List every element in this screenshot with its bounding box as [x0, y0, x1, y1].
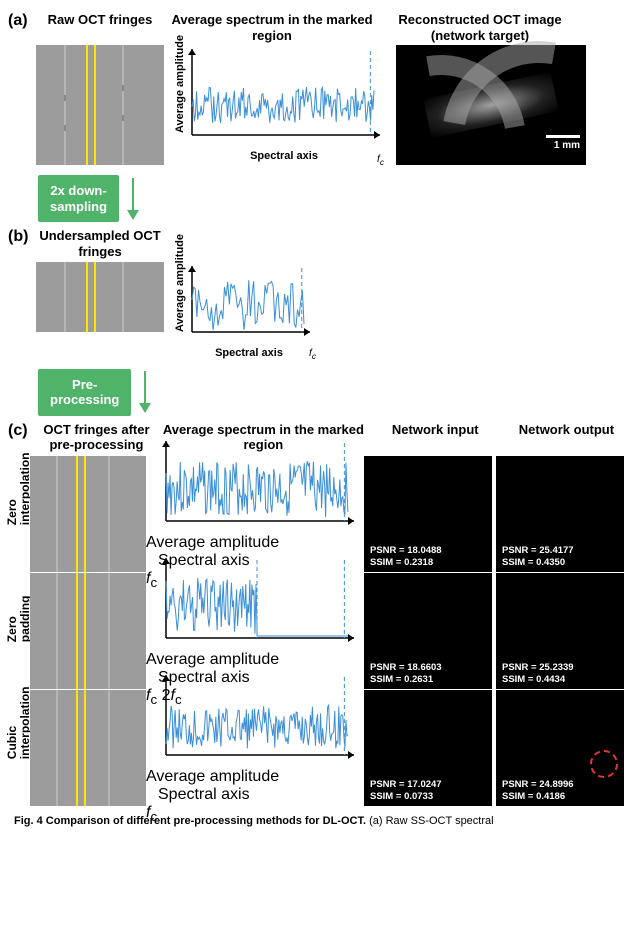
title-recon-oct: Reconstructed OCT image (network target)	[380, 12, 580, 43]
title-net-out: Network output	[501, 422, 632, 438]
spectrum-b-plot	[184, 262, 314, 340]
metrics: PSNR = 17.0247SSIM = 0.0733	[370, 779, 442, 802]
metrics: PSNR = 25.2339SSIM = 0.4434	[502, 662, 574, 685]
ylabel: Average amplitude	[146, 768, 279, 785]
section-b: Average amplitude Spectral axis fc	[36, 262, 632, 359]
ylabel: Average amplitude	[174, 35, 186, 133]
spectrum-plot	[158, 554, 358, 646]
scale-bar-label: 1 mm	[554, 140, 580, 151]
process-preprocessing-label: Pre-processing	[38, 369, 131, 416]
spectrum-b: Average amplitude Spectral axis fc	[170, 262, 320, 359]
raw-fringes-image	[36, 45, 164, 165]
row-label-zero-interp: Zerointerpolation	[6, 503, 32, 525]
spectrum-a: Average amplitude Spectral axis fc	[170, 45, 386, 165]
title-undersampled: Undersampled OCT fringes	[36, 228, 164, 259]
highlight-circle-icon	[590, 750, 618, 778]
spectrum-a-plot	[184, 45, 384, 143]
fringes-zero-interp	[30, 456, 146, 572]
net-output-zero-interp: PSNR = 25.4177SSIM = 0.4350	[496, 456, 624, 572]
metrics: PSNR = 25.4177SSIM = 0.4350	[502, 545, 574, 568]
ylabel: Average amplitude	[146, 534, 279, 551]
xlabel: Spectral axis	[184, 150, 384, 162]
figure-page: (a) Raw OCT fringes Average spectrum in …	[0, 0, 640, 858]
title-after-pre: OCT fringes after pre-processing	[36, 422, 157, 453]
fc-label: fc	[309, 348, 316, 361]
undersampled-fringes-image	[36, 262, 164, 332]
section-c: Zerointerpolation Average amplitude Spec…	[8, 455, 632, 807]
fringes-cubic	[30, 690, 146, 806]
spectrum-cubic: Average amplitude Spectral axis fc	[146, 671, 360, 824]
xlabel: Spectral axis	[184, 347, 314, 359]
process-downsample-label: 2x down-sampling	[38, 175, 119, 222]
net-input-cubic: PSNR = 17.0247SSIM = 0.0733	[364, 690, 492, 806]
section-a-header: (a) Raw OCT fringes Average spectrum in …	[8, 12, 632, 43]
scale-bar: 1 mm	[546, 135, 580, 151]
panel-label-a: (a)	[8, 12, 36, 30]
marked-region-band	[86, 262, 96, 332]
ylabel: Average amplitude	[146, 651, 279, 668]
target-oct-image: 1 mm	[396, 45, 586, 165]
row-label-zero-pad: Zeropadding	[6, 620, 32, 642]
title-net-in: Network input	[370, 422, 501, 438]
row-cubic-interpolation: Cubicinterpolation Average amplitude Spe…	[8, 689, 632, 807]
ylabel: Average amplitude	[174, 234, 186, 332]
xlabel: Spectral axis	[158, 786, 358, 804]
title-raw-fringes: Raw OCT fringes	[36, 12, 164, 28]
panel-label-c: (c)	[8, 422, 36, 440]
net-output-cubic: PSNR = 24.8996SSIM = 0.4186	[496, 690, 624, 806]
net-input-zero-interp: PSNR = 18.0488SSIM = 0.2318	[364, 456, 492, 572]
panel-label-b: (b)	[8, 228, 36, 246]
row-label-cubic: Cubicinterpolation	[6, 737, 32, 759]
fringes-zero-pad	[30, 573, 146, 689]
title-avg-spectrum: Average spectrum in the marked region	[164, 12, 380, 43]
arrow-down-icon	[139, 371, 151, 413]
net-output-zero-pad: PSNR = 25.2339SSIM = 0.4434	[496, 573, 624, 689]
net-input-zero-pad: PSNR = 18.6603SSIM = 0.2631	[364, 573, 492, 689]
fc-label: fc	[146, 804, 157, 821]
spectrum-plot	[158, 437, 358, 529]
arrow-down-icon	[127, 178, 139, 220]
metrics: PSNR = 18.6603SSIM = 0.2631	[370, 662, 442, 685]
marked-region-band	[86, 45, 96, 165]
spectrum-plot	[158, 671, 358, 763]
metrics: PSNR = 18.0488SSIM = 0.2318	[370, 545, 442, 568]
metrics: PSNR = 24.8996SSIM = 0.4186	[502, 779, 574, 802]
section-a: Average amplitude Spectral axis fc 1 mm	[36, 45, 632, 165]
process-preprocessing: Pre-processing	[38, 369, 632, 416]
